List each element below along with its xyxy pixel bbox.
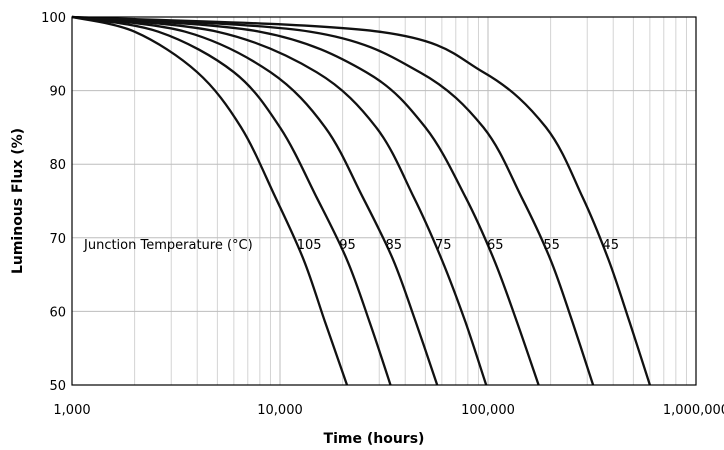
x-tick-label: 100,000 bbox=[461, 403, 515, 418]
series-line-65 bbox=[71, 15, 540, 386]
y-tick-label: 90 bbox=[49, 85, 66, 100]
y-axis-title: Luminous Flux (%) bbox=[10, 128, 26, 274]
junction-temperature-annotation: Junction Temperature (°C) bbox=[83, 238, 253, 253]
series-line-95 bbox=[71, 15, 392, 386]
series-label-65: 65 bbox=[487, 238, 504, 253]
y-tick-label: 60 bbox=[49, 305, 66, 320]
series-label-55: 55 bbox=[543, 238, 560, 253]
x-tick-label: 10,000 bbox=[257, 403, 303, 418]
series-line-75 bbox=[71, 15, 488, 386]
y-tick-label: 70 bbox=[49, 232, 66, 247]
x-tick-label: 1,000 bbox=[53, 403, 90, 418]
y-tick-label: 100 bbox=[41, 11, 66, 26]
series-label-45: 45 bbox=[602, 238, 619, 253]
y-tick-label: 50 bbox=[49, 379, 66, 394]
series-line-55 bbox=[71, 15, 595, 386]
series-line-45 bbox=[71, 15, 651, 386]
series-layer bbox=[71, 15, 651, 386]
y-tick-label: 80 bbox=[49, 158, 66, 173]
series-label-85: 85 bbox=[385, 238, 402, 253]
plot-frame bbox=[71, 16, 697, 386]
series-label-95: 95 bbox=[339, 238, 356, 253]
plot-area-border bbox=[71, 16, 697, 386]
series-line-85 bbox=[71, 15, 439, 386]
x-tick-label: 1,000,000 bbox=[663, 403, 724, 418]
series-labels: 105 95 85 75 65 55 45 bbox=[297, 238, 619, 253]
series-line-105 bbox=[71, 15, 349, 386]
grid bbox=[71, 16, 696, 386]
series-label-75: 75 bbox=[435, 238, 452, 253]
x-axis-title: Time (hours) bbox=[324, 431, 425, 447]
series-label-105: 105 bbox=[297, 238, 322, 253]
tick-labels: 1,000 10,000 100,000 1,000,000 50 60 70 80 90 100 bbox=[41, 11, 724, 418]
